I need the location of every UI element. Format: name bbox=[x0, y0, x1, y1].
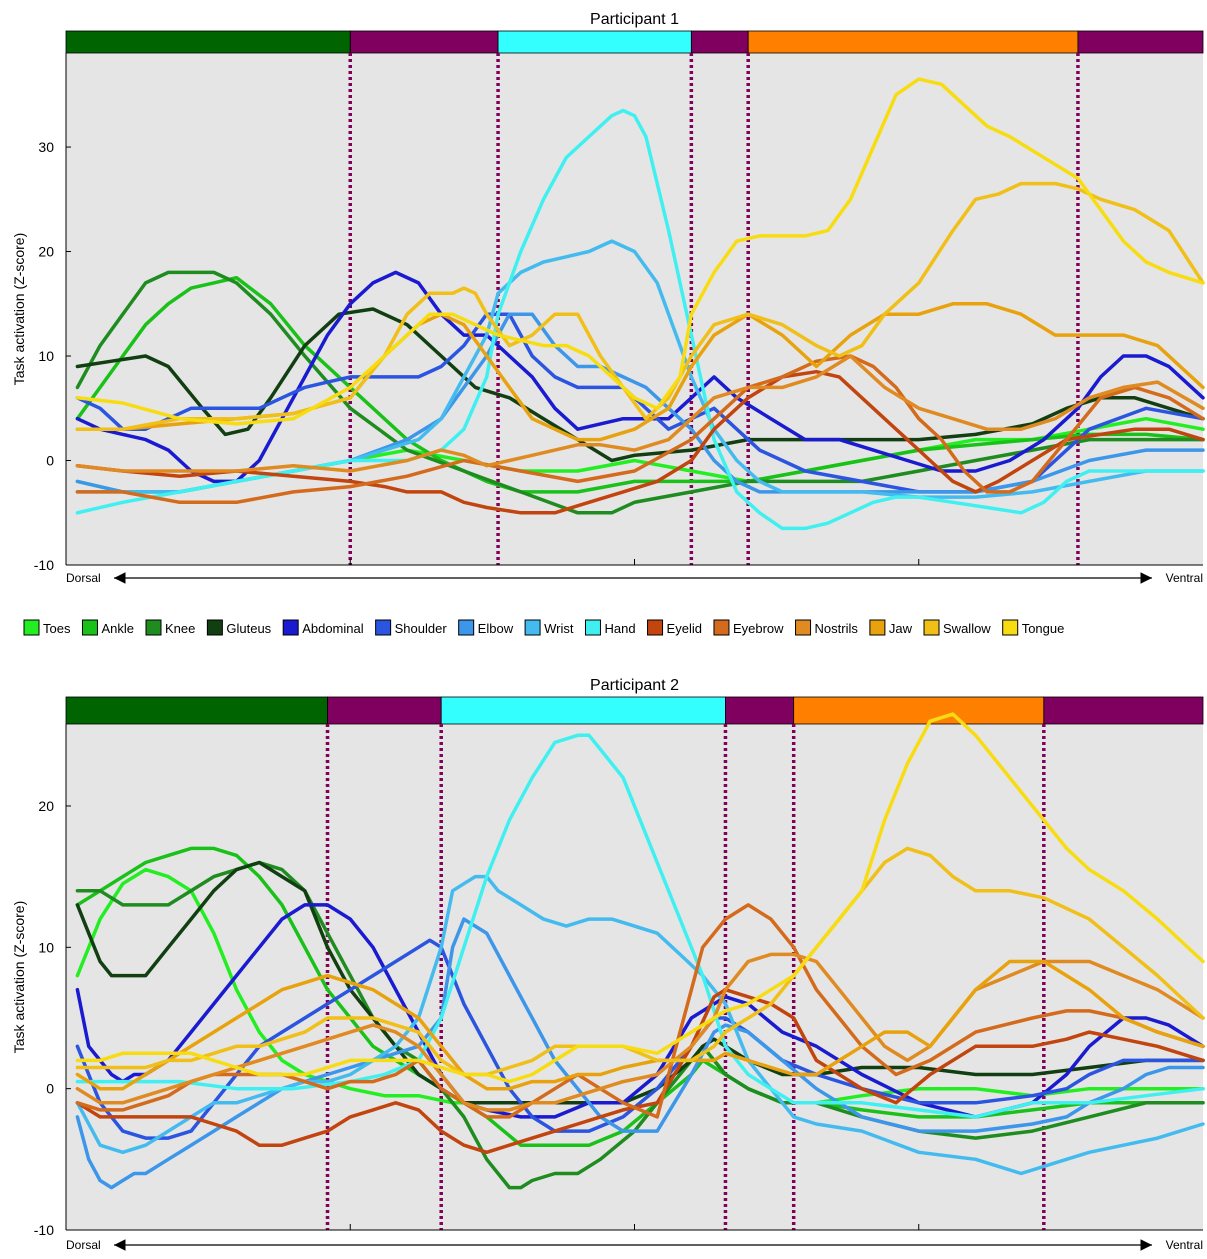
legend-swatch bbox=[206, 619, 223, 636]
region-bar-segment bbox=[65, 696, 328, 725]
legend-item-jaw: Jaw bbox=[869, 619, 913, 636]
legend-label: Gluteus bbox=[226, 621, 271, 636]
y-tick-label: 10 bbox=[38, 348, 54, 364]
series-line-eyelid bbox=[75, 987, 1205, 1155]
y-axis-label: Task activation (Z-score) bbox=[11, 901, 27, 1053]
legend-item-eyelid: Eyelid bbox=[647, 619, 702, 636]
chart-title: Participant 2 bbox=[590, 677, 679, 694]
legend-label: Eyelid bbox=[667, 621, 702, 636]
legend-swatch bbox=[584, 619, 601, 636]
legend-swatch bbox=[647, 619, 664, 636]
legend-swatch bbox=[282, 619, 299, 636]
region-bar-segment bbox=[793, 696, 1045, 725]
series-line-eyelid bbox=[75, 369, 1205, 515]
legend-swatch bbox=[869, 619, 886, 636]
legend-label: Shoulder bbox=[395, 621, 448, 636]
legend-item-knee: Knee bbox=[145, 619, 195, 636]
x-label-dorsal: Dorsal bbox=[66, 571, 101, 585]
region-bar-segment bbox=[497, 30, 692, 54]
legend-item-tongue: Tongue bbox=[1002, 619, 1065, 636]
legend-swatch bbox=[81, 619, 98, 636]
x-label-ventral: Ventral bbox=[1166, 1238, 1203, 1252]
region-bar-segment bbox=[747, 30, 1079, 54]
region-bar-segment bbox=[327, 696, 442, 725]
region-bar-segment bbox=[440, 696, 726, 725]
legend-swatch bbox=[923, 619, 940, 636]
y-tick-label: 20 bbox=[38, 244, 54, 260]
series-line-nostrils bbox=[75, 354, 1205, 473]
legend-swatch bbox=[524, 619, 541, 636]
legend-label: Elbow bbox=[478, 621, 514, 636]
legend-label: Swallow bbox=[943, 621, 991, 636]
legend-label: Ankle bbox=[101, 621, 134, 636]
legend-item-shoulder: Shoulder bbox=[375, 619, 448, 636]
y-tick-label: -10 bbox=[34, 557, 54, 573]
series-group bbox=[75, 712, 1205, 1190]
legend-swatch bbox=[795, 619, 812, 636]
legend-item-eyebrow: Eyebrow bbox=[713, 619, 784, 636]
series-line-ankle bbox=[75, 275, 1205, 494]
x-label-dorsal: Dorsal bbox=[66, 1238, 101, 1252]
y-tick-label: 0 bbox=[46, 453, 54, 469]
y-tick-label: 0 bbox=[46, 1081, 54, 1097]
series-line-eyebrow bbox=[75, 354, 1205, 505]
region-bar-segment bbox=[725, 696, 795, 725]
legend-swatch bbox=[375, 619, 392, 636]
series-line-knee bbox=[75, 860, 1205, 1190]
series-line-knee bbox=[75, 270, 1205, 515]
region-bar-segment bbox=[349, 30, 499, 54]
series-line-hand bbox=[75, 733, 1205, 1119]
y-tick-label: 30 bbox=[38, 139, 54, 155]
series-line-tongue bbox=[75, 712, 1205, 1084]
legend: Toes Ankle Knee Gluteus Abdominal Shoulder Elb… bbox=[23, 619, 1065, 636]
legend-item-wrist: Wrist bbox=[524, 619, 574, 636]
series-group bbox=[75, 77, 1205, 531]
region-bar-segment bbox=[1043, 696, 1204, 725]
region-bar-segment bbox=[65, 30, 351, 54]
x-label-ventral: Ventral bbox=[1166, 571, 1203, 585]
legend-label: Wrist bbox=[544, 621, 574, 636]
legend-item-abdominal: Abdominal bbox=[282, 619, 364, 636]
series-line-abdominal bbox=[75, 270, 1205, 484]
legend-item-swallow: Swallow bbox=[923, 619, 991, 636]
series-line-ankle bbox=[75, 846, 1205, 1147]
region-bar-segment bbox=[690, 30, 749, 54]
legend-label: Eyebrow bbox=[733, 621, 784, 636]
chart-title: Participant 1 bbox=[590, 11, 679, 28]
legend-item-toes: Toes bbox=[23, 619, 71, 636]
y-tick-label: -10 bbox=[34, 1222, 54, 1238]
chart-panel-1: Participant 1 -10 0 10 20 30 Task activation (… bbox=[11, 11, 1205, 585]
legend-item-hand: Hand bbox=[584, 619, 636, 636]
legend-item-elbow: Elbow bbox=[458, 619, 514, 636]
legend-label: Knee bbox=[165, 621, 195, 636]
legend-label: Hand bbox=[604, 621, 635, 636]
region-bar-segment bbox=[1077, 30, 1204, 54]
legend-label: Jaw bbox=[889, 621, 913, 636]
legend-label: Nostrils bbox=[815, 621, 859, 636]
legend-swatch bbox=[1002, 619, 1019, 636]
legend-label: Abdominal bbox=[302, 621, 364, 636]
legend-swatch bbox=[23, 619, 40, 636]
legend-item-ankle: Ankle bbox=[81, 619, 134, 636]
legend-label: Tongue bbox=[1022, 621, 1065, 636]
chart-panel-2: Participant 2 -10 0 10 20 Task activation (Z-… bbox=[11, 677, 1205, 1252]
legend-swatch bbox=[145, 619, 162, 636]
legend-item-nostrils: Nostrils bbox=[795, 619, 859, 636]
y-tick-label: 10 bbox=[38, 939, 54, 955]
series-line-jaw bbox=[75, 959, 1205, 1091]
series-line-shoulder bbox=[75, 938, 1205, 1140]
legend-swatch bbox=[713, 619, 730, 636]
legend-label: Toes bbox=[43, 621, 71, 636]
series-line-shoulder bbox=[75, 312, 1205, 494]
y-axis-label: Task activation (Z-score) bbox=[11, 233, 27, 385]
y-tick-label: 20 bbox=[38, 798, 54, 814]
series-line-elbow bbox=[75, 917, 1205, 1190]
legend-item-gluteus: Gluteus bbox=[206, 619, 272, 636]
series-line-wrist bbox=[75, 874, 1205, 1176]
legend-swatch bbox=[458, 619, 475, 636]
series-line-tongue bbox=[75, 77, 1205, 426]
